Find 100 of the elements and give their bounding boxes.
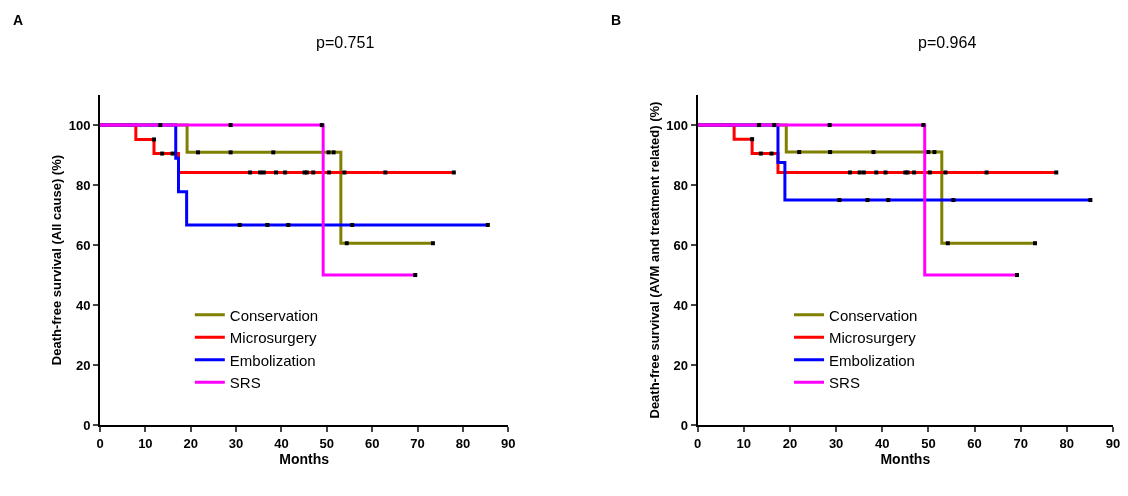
point xyxy=(170,151,175,156)
point xyxy=(319,123,324,128)
y-tick-label: 0 xyxy=(680,417,689,433)
x-tick-label: 90 xyxy=(1105,435,1121,451)
y-tick-label: 40 xyxy=(673,297,689,313)
point xyxy=(237,222,242,227)
x-tick-label: 0 xyxy=(694,435,702,451)
point xyxy=(451,170,456,175)
point xyxy=(932,150,937,155)
y-tick-label: 100 xyxy=(68,117,91,133)
point xyxy=(912,170,917,175)
point xyxy=(158,123,163,128)
point xyxy=(286,222,291,227)
x-tick-label: 60 xyxy=(967,435,982,451)
text: B xyxy=(611,12,622,28)
point xyxy=(430,241,435,246)
x-tick-label: 70 xyxy=(410,435,425,451)
x-tick-label: 80 xyxy=(1059,435,1075,451)
legend-label: Microsurgery xyxy=(829,329,917,347)
x-tick-label: 40 xyxy=(875,435,890,451)
point xyxy=(228,150,233,155)
point xyxy=(160,151,165,156)
y-tick-label: 0 xyxy=(83,417,91,433)
y-tick-label: 20 xyxy=(75,357,91,373)
point xyxy=(228,123,233,128)
point xyxy=(750,137,755,142)
point xyxy=(1088,198,1093,203)
text: p=0.964 xyxy=(918,34,977,51)
point xyxy=(945,241,950,246)
point xyxy=(265,222,270,227)
y-tick-label: 40 xyxy=(75,297,91,313)
point xyxy=(865,198,870,203)
x-tick-label: 10 xyxy=(138,435,153,451)
point xyxy=(827,123,832,128)
y-tick-label: 20 xyxy=(673,357,689,373)
legend-label: Microsurgery xyxy=(229,329,317,347)
point xyxy=(258,170,263,175)
text: p=0.751 xyxy=(316,34,375,51)
y-axis-title: Death-free survival (AVM and treatment related) (%) xyxy=(646,101,662,419)
point xyxy=(921,123,926,128)
point xyxy=(871,150,876,155)
point xyxy=(926,150,931,155)
x-tick-label: 90 xyxy=(501,435,516,451)
point xyxy=(344,241,349,246)
y-axis-title: Death-free survival (All cause) (%) xyxy=(49,154,65,366)
point xyxy=(331,150,336,155)
x-tick-label: 70 xyxy=(1013,435,1028,451)
legend-label: SRS xyxy=(229,374,261,392)
point xyxy=(1033,241,1038,246)
y-tick-label: 100 xyxy=(666,117,689,133)
x-tick-label: 30 xyxy=(828,435,844,451)
point xyxy=(951,198,956,203)
legend-label: Conservation xyxy=(229,306,319,324)
text: A xyxy=(13,12,24,28)
x-tick-label: 80 xyxy=(455,435,471,451)
x-tick-label: 0 xyxy=(96,435,104,451)
x-axis-title: Months xyxy=(880,450,931,467)
point xyxy=(797,150,802,155)
y-tick-label: 60 xyxy=(673,237,689,253)
point xyxy=(311,170,316,175)
point xyxy=(195,150,200,155)
point xyxy=(847,170,852,175)
point xyxy=(274,170,278,175)
x-axis-title: Months xyxy=(279,450,330,467)
point xyxy=(327,170,332,175)
y-tick-label: 80 xyxy=(673,177,689,193)
point xyxy=(757,123,762,128)
point xyxy=(342,170,347,175)
x-tick-label: 20 xyxy=(782,435,798,451)
point xyxy=(271,150,276,155)
x-tick-label: 20 xyxy=(183,435,198,451)
point xyxy=(943,170,948,175)
point xyxy=(861,170,866,175)
point xyxy=(1015,273,1020,278)
point xyxy=(413,273,418,278)
point xyxy=(758,151,763,156)
point xyxy=(828,150,833,155)
point xyxy=(886,198,891,203)
point xyxy=(383,170,388,175)
point xyxy=(151,137,156,142)
legend-label: SRS xyxy=(829,374,860,392)
point xyxy=(350,222,355,227)
y-tick-label: 60 xyxy=(75,237,91,253)
legend-label: Embolization xyxy=(229,351,316,369)
point xyxy=(883,170,888,175)
x-tick-label: 50 xyxy=(319,435,335,451)
point xyxy=(248,170,253,175)
point xyxy=(772,123,777,128)
x-tick-label: 40 xyxy=(274,435,289,451)
x-tick-label: 50 xyxy=(921,435,936,451)
y-tick-label: 80 xyxy=(75,177,91,193)
point xyxy=(1054,170,1059,175)
point xyxy=(485,222,490,227)
point xyxy=(326,150,331,155)
point xyxy=(984,170,989,175)
point xyxy=(283,170,288,175)
point xyxy=(837,198,842,203)
point xyxy=(261,170,266,175)
legend-label: Embolization xyxy=(829,351,915,369)
point xyxy=(927,170,932,175)
